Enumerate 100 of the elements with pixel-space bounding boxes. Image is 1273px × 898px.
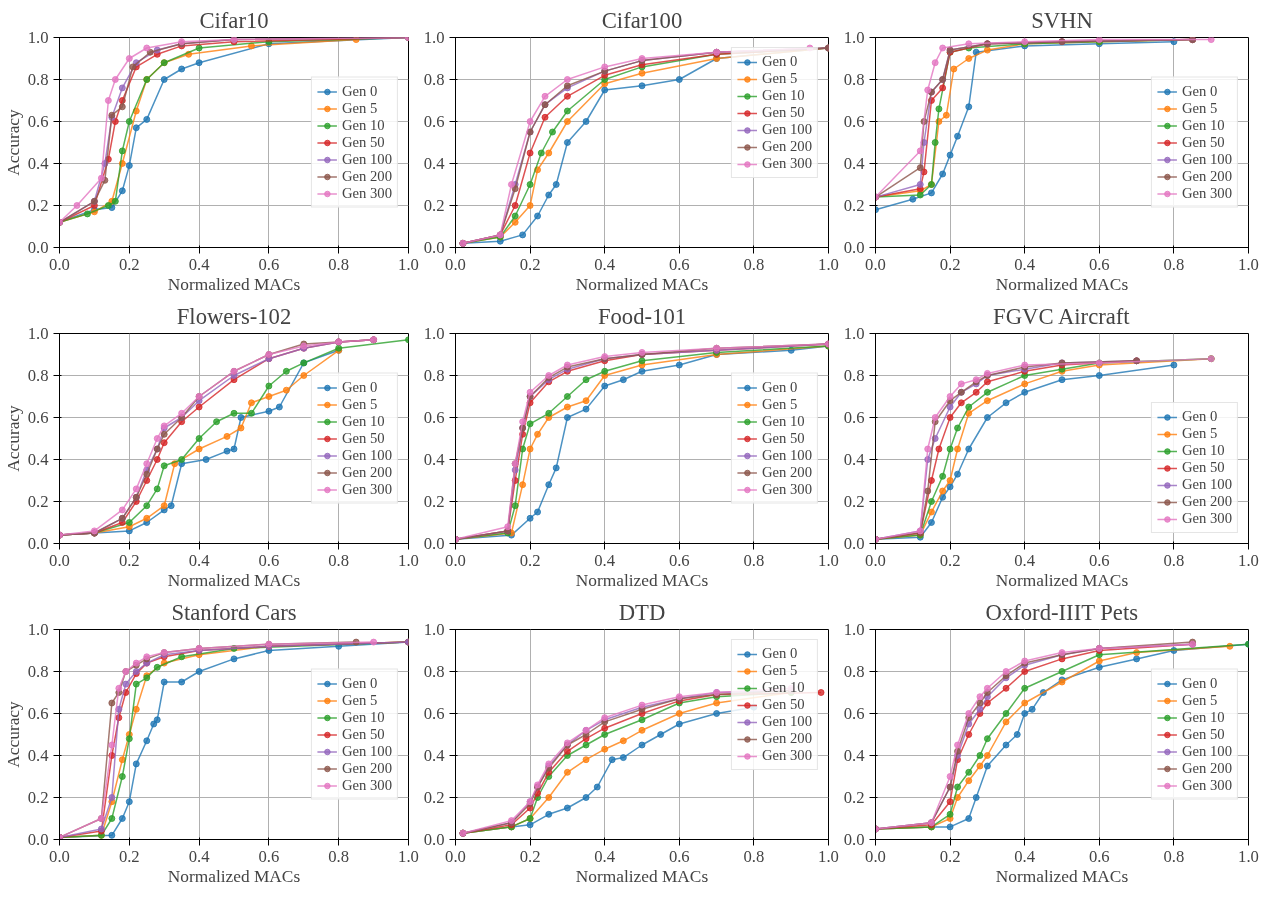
chart-title: Flowers-102 [176,303,292,329]
y-tick-label: 1.0 [27,620,49,639]
x-tick-label: 0.8 [328,846,350,866]
legend-label: Gen 5 [1181,425,1218,442]
legend-label: Gen 300 [1181,510,1232,527]
x-axis-title: Normalized MACs [575,274,709,294]
y-tick-label: 0.2 [843,788,865,807]
x-tick-label: 0.4 [1014,846,1036,866]
x-tick-label: 0.2 [118,550,140,570]
legend-label: Gen 300 [761,155,812,172]
y-tick-label: 0.6 [27,112,49,131]
x-tick-label: 0.0 [445,846,466,866]
x-tick-label: 0.6 [258,550,280,570]
legend-label: Gen 100 [761,446,812,464]
legend-label: Gen 300 [1181,776,1232,794]
y-tick-label: 0.0 [423,534,445,553]
legend-label: Gen 50 [341,429,385,447]
x-tick-label: 0.6 [668,254,690,274]
y-axis-title: Accuracy [3,404,23,472]
x-axis-title: Normalized MACs [167,866,301,886]
x-axis-title: Normalized MACs [995,866,1129,886]
x-tick-label: 0.0 [49,550,70,570]
legend-label: Gen 100 [341,446,392,464]
legend-label: Gen 100 [341,742,392,760]
x-tick-label: 0.6 [258,846,280,866]
y-tick-label: 0.8 [423,70,445,89]
x-tick-label: 1.0 [1238,846,1259,866]
x-tick-label: 0.4 [1014,550,1036,570]
x-tick-label: 0.0 [49,846,70,866]
legend-label: Gen 200 [1181,167,1232,185]
y-tick-label: 0.2 [27,788,49,807]
y-tick-label: 0.8 [843,70,865,89]
y-tick-label: 0.8 [27,662,49,681]
legend-label: Gen 10 [341,708,385,726]
x-tick-label: 0.4 [188,254,211,274]
legend-label: Gen 200 [1181,493,1232,510]
legend-label: Gen 0 [1181,408,1218,425]
x-tick-label: 0.2 [939,846,961,866]
x-tick-label: 0.8 [1163,846,1185,866]
chart-title: Oxford-IIIT Pets [985,599,1139,625]
x-tick-label: 0.2 [519,846,541,866]
y-tick-label: 0.6 [27,408,49,427]
x-tick-label: 1.0 [818,846,839,866]
chart-title: Stanford Cars [171,599,297,625]
chart-title: Food-101 [597,303,687,329]
y-tick-label: 0.4 [843,450,866,469]
y-tick-label: 1.0 [843,28,865,47]
legend-label: Gen 200 [341,759,392,777]
y-tick-label: 1.0 [27,28,49,47]
chart-title: FGVC Aircraft [993,303,1131,329]
y-tick-label: 0.0 [843,534,865,553]
x-tick-label: 0.8 [743,550,765,570]
y-tick-label: 0.6 [27,704,49,723]
legend-label: Gen 300 [761,480,812,498]
x-tick-label: 0.4 [594,254,616,274]
y-tick-label: 0.8 [843,366,865,385]
legend-label: Gen 200 [761,463,812,481]
y-tick-label: 0.2 [423,196,445,215]
x-tick-label: 0.4 [594,550,616,570]
y-tick-label: 0.4 [843,154,866,173]
legend-label: Gen 0 [341,674,378,692]
legend-label: Gen 100 [341,150,392,168]
legend-label: Gen 5 [341,395,378,413]
legend-label: Gen 100 [1181,476,1232,493]
y-tick-label: 0.6 [843,408,865,427]
y-tick-label: 0.8 [27,366,49,385]
y-tick-label: 1.0 [423,324,445,343]
y-tick-label: 0.4 [27,154,50,173]
legend-label: Gen 0 [761,645,798,662]
y-tick-label: 0.8 [27,70,49,89]
y-tick-label: 0.0 [843,238,865,257]
legend-label: Gen 5 [761,395,798,413]
x-axis-title: Normalized MACs [995,570,1129,590]
y-tick-label: 0.8 [423,662,445,681]
x-tick-label: 0.0 [865,846,886,866]
legend-label: Gen 5 [761,662,798,679]
y-tick-label: 0.6 [423,408,445,427]
legend-label: Gen 0 [341,378,378,396]
x-tick-label: 0.8 [1163,550,1185,570]
y-tick-label: 0.6 [423,704,445,723]
y-tick-label: 0.4 [27,746,50,765]
x-tick-label: 0.4 [188,550,211,570]
x-tick-label: 0.6 [668,846,690,866]
y-tick-label: 0.2 [843,492,865,511]
x-axis-title: Normalized MACs [167,570,301,590]
legend-label: Gen 50 [761,696,805,713]
y-tick-label: 0.8 [423,366,445,385]
x-tick-label: 1.0 [1238,550,1259,570]
y-tick-label: 1.0 [843,324,865,343]
x-axis-title: Normalized MACs [575,570,709,590]
x-tick-label: 0.2 [118,846,140,866]
x-tick-label: 1.0 [818,254,839,274]
y-tick-label: 0.0 [423,238,445,257]
legend-label: Gen 5 [341,691,378,709]
y-tick-label: 1.0 [423,28,445,47]
y-tick-label: 0.4 [423,154,446,173]
x-tick-label: 0.0 [445,254,466,274]
legend-label: Gen 10 [1181,708,1225,726]
x-tick-label: 0.6 [1088,550,1110,570]
legend-label: Gen 0 [1181,674,1218,692]
